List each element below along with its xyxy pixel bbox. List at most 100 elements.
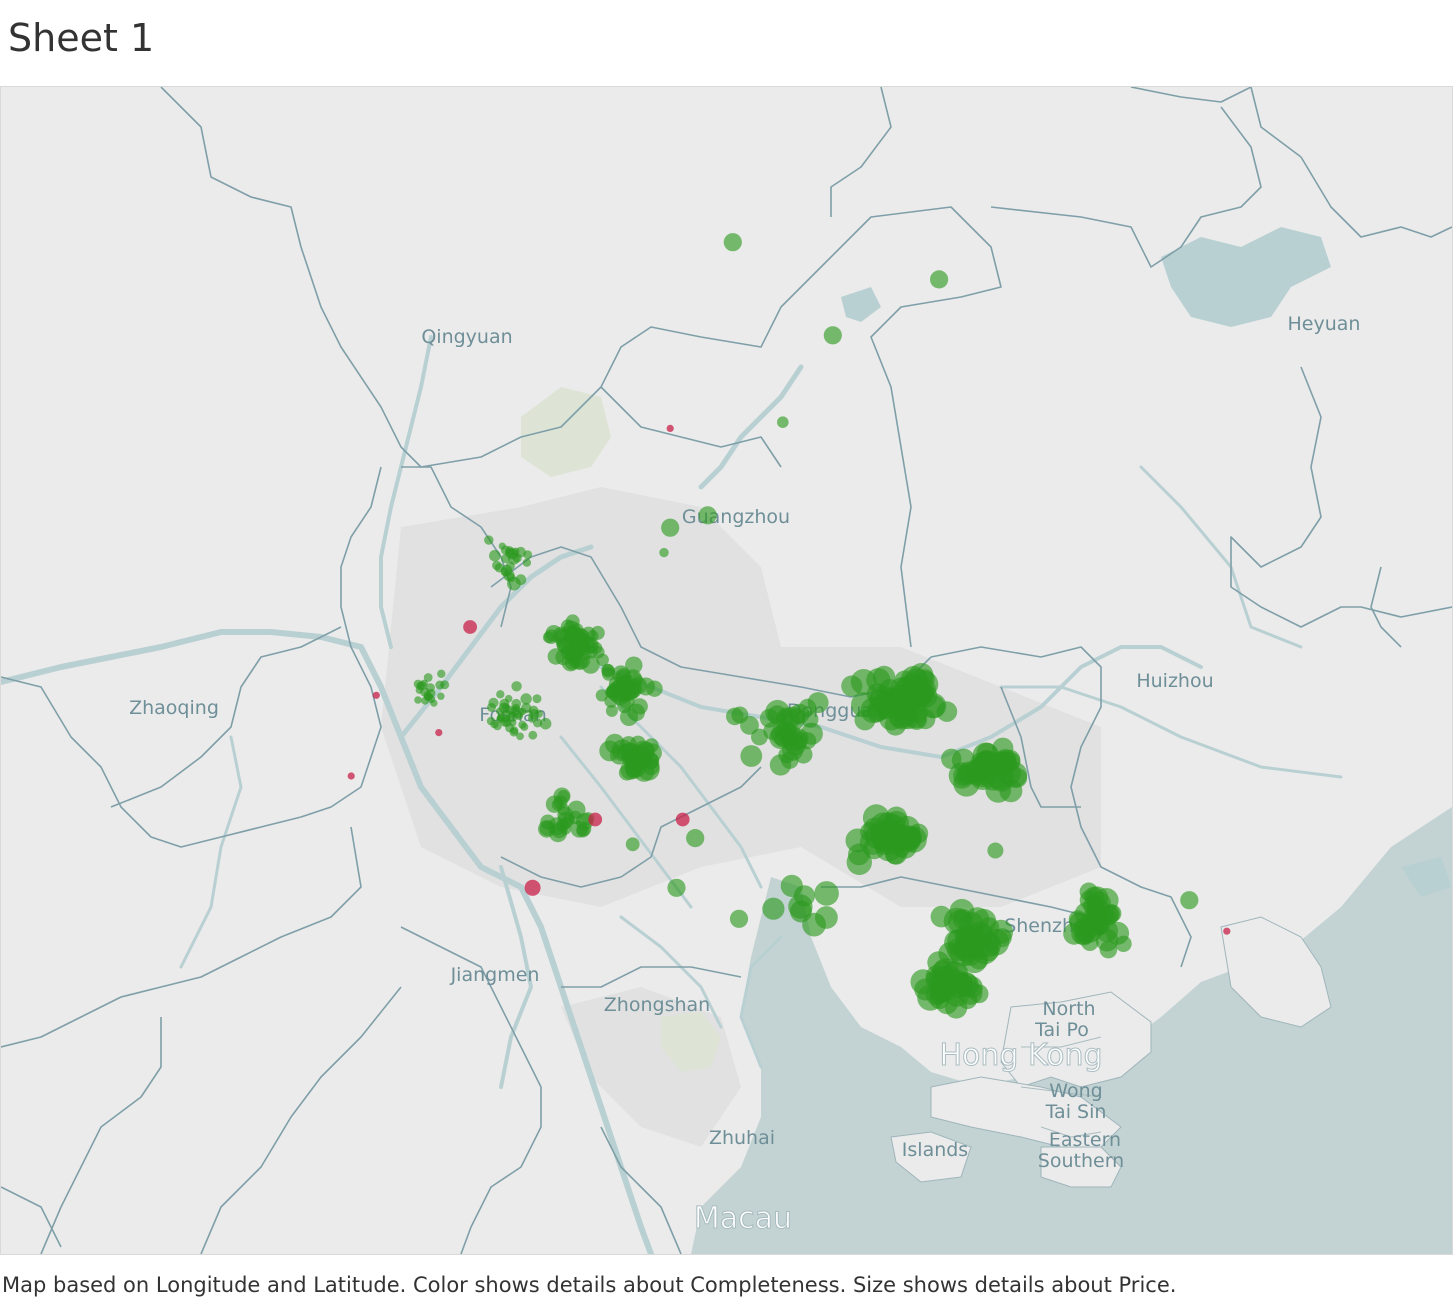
- listing-point-complete[interactable]: [1083, 886, 1104, 907]
- listing-point-complete[interactable]: [661, 518, 680, 537]
- listing-point-complete[interactable]: [493, 721, 502, 731]
- listing-point-complete[interactable]: [523, 550, 533, 560]
- listing-point-complete[interactable]: [539, 717, 552, 730]
- listing-point-complete[interactable]: [875, 834, 903, 862]
- data-points[interactable]: [347, 233, 1231, 1019]
- listing-point-complete[interactable]: [659, 547, 669, 558]
- listing-point-complete[interactable]: [488, 697, 499, 708]
- listing-point-complete[interactable]: [606, 684, 623, 701]
- listing-point-complete[interactable]: [987, 842, 1004, 859]
- listing-point-complete[interactable]: [520, 693, 532, 705]
- listing-point-complete[interactable]: [555, 636, 569, 649]
- listing-point-complete[interactable]: [841, 675, 863, 697]
- listing-point-complete[interactable]: [577, 641, 592, 656]
- listing-point-complete[interactable]: [777, 416, 789, 429]
- listing-point-incomplete[interactable]: [666, 424, 674, 432]
- listing-point-complete[interactable]: [726, 707, 744, 726]
- listing-point-complete[interactable]: [420, 679, 428, 687]
- listing-point-complete[interactable]: [823, 326, 842, 345]
- map-view[interactable]: Qingyuan Heyuan Guangzhou Zhaoqing Fosha…: [0, 86, 1453, 1255]
- listing-point-complete[interactable]: [989, 751, 1012, 774]
- listing-point-complete[interactable]: [943, 977, 964, 997]
- listing-point-complete[interactable]: [901, 665, 927, 692]
- listing-point-complete[interactable]: [914, 978, 937, 1001]
- listing-point-complete[interactable]: [505, 705, 515, 715]
- listing-point-complete[interactable]: [512, 707, 524, 719]
- listing-point-complete[interactable]: [814, 881, 839, 906]
- listing-point-complete[interactable]: [500, 545, 511, 555]
- listing-point-complete[interactable]: [762, 897, 785, 920]
- listing-point-complete[interactable]: [729, 909, 749, 928]
- listing-point-complete[interactable]: [961, 947, 988, 974]
- listing-point-complete[interactable]: [423, 691, 432, 700]
- listing-point-incomplete[interactable]: [347, 772, 355, 780]
- listing-point-incomplete[interactable]: [675, 812, 690, 827]
- listing-point-complete[interactable]: [629, 676, 648, 695]
- listing-point-complete[interactable]: [500, 567, 510, 577]
- listing-point-complete[interactable]: [522, 558, 532, 567]
- listing-point-complete[interactable]: [437, 692, 445, 700]
- listing-point-complete[interactable]: [930, 270, 949, 289]
- listing-point-complete[interactable]: [948, 909, 973, 935]
- listing-point-complete[interactable]: [538, 820, 556, 838]
- listing-point-complete[interactable]: [440, 680, 450, 690]
- listing-point-incomplete[interactable]: [588, 812, 603, 827]
- listing-point-incomplete[interactable]: [435, 729, 443, 737]
- listing-point-complete[interactable]: [486, 716, 496, 726]
- listing-point-incomplete[interactable]: [524, 879, 541, 896]
- listing-point-complete[interactable]: [437, 669, 446, 678]
- listing-point-complete[interactable]: [989, 919, 1014, 944]
- listing-point-complete[interactable]: [508, 553, 520, 565]
- listing-point-complete[interactable]: [544, 629, 559, 644]
- listing-point-complete[interactable]: [801, 711, 819, 728]
- listing-point-complete[interactable]: [511, 681, 522, 692]
- listing-point-complete[interactable]: [908, 823, 929, 844]
- listing-point-complete[interactable]: [723, 233, 742, 252]
- listing-point-complete[interactable]: [969, 984, 989, 1004]
- listing-point-complete[interactable]: [507, 576, 521, 591]
- listing-point-complete[interactable]: [780, 874, 803, 898]
- listing-point-complete[interactable]: [509, 719, 517, 727]
- listing-point-complete[interactable]: [948, 762, 975, 789]
- listing-point-complete[interactable]: [496, 690, 505, 699]
- listing-point-complete[interactable]: [642, 757, 660, 776]
- listing-point-complete[interactable]: [897, 699, 917, 718]
- listing-point-complete[interactable]: [495, 707, 504, 716]
- listing-point-complete[interactable]: [509, 727, 519, 737]
- listing-point-complete[interactable]: [511, 698, 522, 709]
- listing-point-complete[interactable]: [868, 699, 891, 721]
- listing-point-complete[interactable]: [516, 732, 524, 741]
- listing-point-incomplete[interactable]: [1223, 927, 1231, 935]
- listing-point-complete[interactable]: [930, 905, 953, 928]
- listing-point-complete[interactable]: [605, 704, 618, 717]
- listing-point-complete[interactable]: [527, 714, 537, 723]
- listing-point-complete[interactable]: [667, 878, 686, 897]
- listing-point-complete[interactable]: [581, 655, 600, 674]
- listing-point-complete[interactable]: [489, 549, 501, 562]
- listing-point-complete[interactable]: [499, 698, 510, 709]
- listing-point-complete[interactable]: [414, 696, 422, 704]
- listing-point-complete[interactable]: [846, 849, 872, 875]
- listing-point-complete[interactable]: [845, 828, 870, 853]
- listing-point-incomplete[interactable]: [463, 620, 477, 634]
- listing-point-complete[interactable]: [788, 894, 813, 919]
- listing-point-complete[interactable]: [627, 703, 645, 722]
- listing-point-complete[interactable]: [1180, 891, 1199, 910]
- listing-point-complete[interactable]: [815, 906, 838, 929]
- listing-point-complete[interactable]: [777, 709, 794, 726]
- listing-point-complete[interactable]: [779, 729, 799, 748]
- listing-point-complete[interactable]: [520, 722, 529, 731]
- listing-point-complete[interactable]: [740, 715, 759, 735]
- listing-point-complete[interactable]: [686, 829, 705, 848]
- listing-point-complete[interactable]: [632, 740, 655, 762]
- listing-point-complete[interactable]: [751, 728, 768, 746]
- listing-point-complete[interactable]: [502, 717, 512, 727]
- listing-point-complete[interactable]: [769, 754, 792, 776]
- listing-point-complete[interactable]: [501, 554, 510, 564]
- listing-point-complete[interactable]: [496, 714, 505, 723]
- listing-point-complete[interactable]: [622, 752, 637, 767]
- listing-point-complete[interactable]: [528, 730, 538, 740]
- listing-point-complete[interactable]: [532, 694, 542, 704]
- listing-point-complete[interactable]: [807, 692, 829, 714]
- listing-point-complete[interactable]: [1106, 921, 1130, 945]
